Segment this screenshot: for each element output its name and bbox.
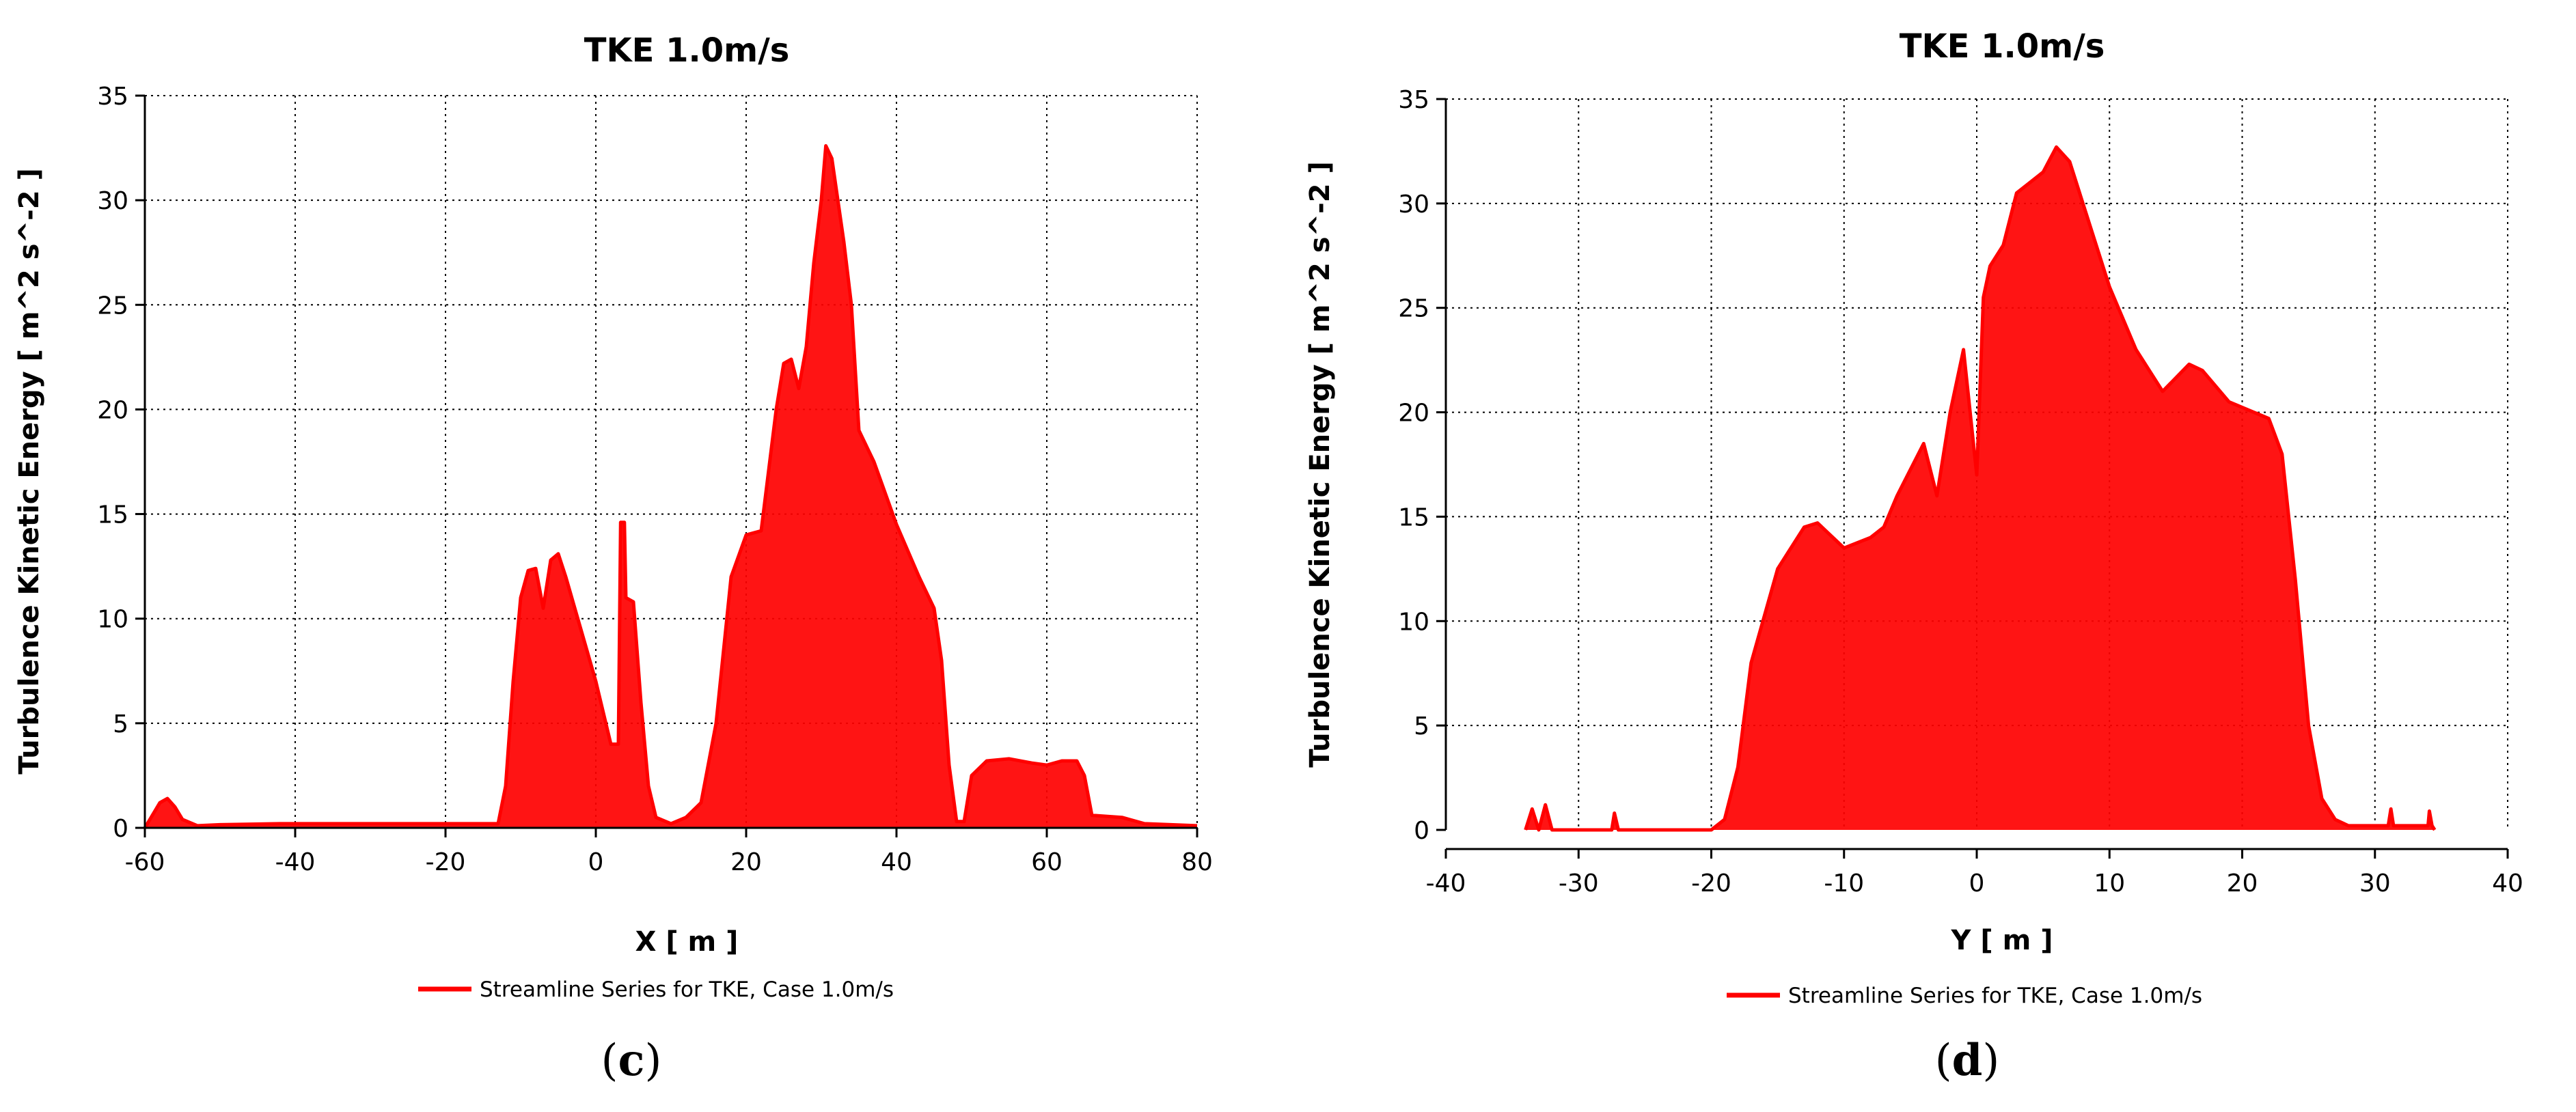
streamline-series-fill <box>145 145 1197 828</box>
y-axis-label: Turbulence Kinetic Energy [ m^2 s^-2 ] <box>1304 161 1336 767</box>
y-axis-label: Turbulence Kinetic Energy [ m^2 s^-2 ] <box>14 168 45 774</box>
chart-d: TKE 1.0m/s 0 5 10 15 20 25 30 35 -40 -30 -20 -10 0 10… <box>1304 27 2523 1086</box>
y-tick-label: 10 <box>1398 608 1429 636</box>
panel-label: (d) <box>1935 1035 2000 1086</box>
x-tick-label: -20 <box>426 848 466 876</box>
x-tick-label: -20 <box>1691 870 1731 898</box>
x-tick-label: 80 <box>1181 848 1213 876</box>
x-tick-label: -40 <box>275 848 316 876</box>
chart-panel-d: TKE 1.0m/s 0 5 10 15 20 25 30 35 -40 -30 -20 -10 0 10… <box>1288 0 2576 1109</box>
legend-entry: Streamline Series for TKE, Case 1.0m/s <box>480 977 894 1002</box>
y-tick-label: 5 <box>1414 712 1429 740</box>
streamline-series-line <box>143 144 1198 829</box>
y-tick-label: 35 <box>1398 86 1429 114</box>
legend: Streamline Series for TKE, Case 1.0m/s <box>1727 984 2202 1008</box>
y-tick-label: 35 <box>97 83 128 111</box>
y-tick-label: 30 <box>1398 191 1429 219</box>
chart-panel-c: TKE 1.0m/s 0 5 10 15 20 25 30 35 -60 -40 -20 0 20 40 6… <box>0 0 1288 1109</box>
chart-title: TKE 1.0m/s <box>1900 27 2105 66</box>
x-axis-label: X [ m ] <box>635 926 739 958</box>
x-tick-label: -60 <box>125 848 165 876</box>
y-tick-label: 20 <box>1398 400 1429 428</box>
x-tick-label: 0 <box>1969 870 1985 898</box>
streamline-series-line <box>1524 145 2437 832</box>
y-tick-label: 0 <box>113 815 128 843</box>
x-tick-label: -40 <box>1426 870 1466 898</box>
legend: Streamline Series for TKE, Case 1.0m/s <box>418 977 894 1002</box>
x-tick-label: 20 <box>730 848 762 876</box>
y-tick-label: 15 <box>97 501 128 529</box>
y-tick-label: 0 <box>1414 817 1429 845</box>
x-tick-label: 20 <box>2227 870 2258 898</box>
panel-label: (c) <box>601 1035 662 1086</box>
x-axis-label: Y [ m ] <box>1951 925 2053 956</box>
chart-title: TKE 1.0m/s <box>584 31 790 70</box>
x-tick-label: 60 <box>1031 848 1063 876</box>
x-tick-label: -10 <box>1824 870 1864 898</box>
y-tick-label: 25 <box>1398 295 1429 323</box>
x-tick-label: 40 <box>881 848 912 876</box>
y-tick-label: 30 <box>97 187 128 215</box>
legend-entry: Streamline Series for TKE, Case 1.0m/s <box>1788 984 2202 1008</box>
y-tick-label: 10 <box>97 606 128 634</box>
x-tick-label: 10 <box>2094 870 2125 898</box>
y-tick-label: 25 <box>97 292 128 320</box>
y-tick-label: 20 <box>97 396 128 424</box>
x-tick-label: 30 <box>2359 870 2391 898</box>
y-tick-label: 5 <box>113 710 128 738</box>
streamline-series-fill <box>1525 147 2435 831</box>
y-tick-label: 15 <box>1398 503 1429 531</box>
x-tick-label: -30 <box>1559 870 1599 898</box>
chart-c: TKE 1.0m/s 0 5 10 15 20 25 30 35 -60 -40 -20 0 20 40 6… <box>14 31 1213 1086</box>
x-tick-label: 40 <box>2492 870 2523 898</box>
x-tick-label: 0 <box>588 848 604 876</box>
